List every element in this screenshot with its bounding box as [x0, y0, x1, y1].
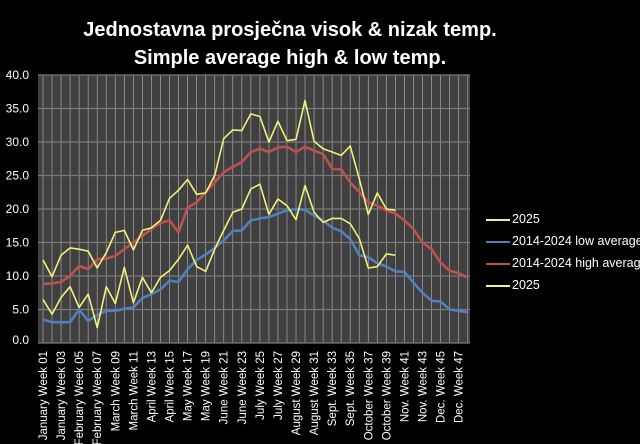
x-tick-label: February Week 07	[92, 351, 104, 444]
series-line-3	[42, 183, 396, 329]
x-tick-label: October Week 37	[363, 351, 375, 440]
legend-swatch	[486, 284, 510, 287]
series-line-2	[42, 145, 469, 286]
legend-swatch	[486, 218, 510, 221]
y-tick-label: 35.0	[6, 102, 30, 116]
legend-label: 2025	[512, 212, 540, 226]
x-tick-label: June Week 21	[219, 351, 231, 424]
y-tick-label: 30.0	[6, 135, 30, 149]
legend-label: 2014-2024 high average	[512, 256, 640, 270]
legend-item: 2014-2024 low average	[486, 234, 640, 249]
x-tick-label: January Week 03	[56, 351, 68, 440]
x-tick-label: Nov. Week 41	[399, 351, 411, 422]
legend-item: 2014-2024 high average	[486, 256, 640, 271]
x-tick-label: Sept. Week 35	[345, 351, 357, 426]
x-tick-label: April Week 13	[146, 351, 158, 422]
x-tick-label: Sept. Week 33	[327, 351, 339, 426]
x-tick-label: March Week 11	[128, 351, 140, 430]
x-tick-label: March Week 09	[110, 351, 122, 431]
y-tick-label: 20.0	[6, 202, 30, 216]
y-tick-label: 15.0	[6, 236, 30, 250]
series-line-0	[42, 99, 396, 278]
y-tick-label: 5.0	[12, 303, 29, 317]
x-tick-label: February Week 05	[74, 351, 86, 444]
x-tick-label: Dec. Week 45	[436, 351, 448, 423]
legend-item: 2025	[486, 278, 540, 293]
x-tick-label: Nov. Week 43	[418, 351, 430, 422]
x-tick-label: Dec. Week 47	[454, 351, 466, 423]
x-tick-label: June Week 23	[237, 351, 249, 424]
x-tick-label: August Week 31	[309, 351, 321, 435]
chart-title: Jednostavna prosječna visok & nizak temp…	[83, 19, 497, 41]
x-tick-label: January Week 01	[38, 351, 50, 440]
chart-subtitle: Simple average high & low temp.	[133, 47, 447, 69]
legend-swatch	[486, 262, 510, 265]
legend-label: 2025	[512, 278, 540, 292]
x-tick-label: October Week 39	[381, 351, 393, 440]
y-tick-label: 40.0	[6, 68, 30, 82]
x-tick-label: July Week 25	[255, 351, 267, 420]
legend-item: 2025	[486, 212, 540, 227]
y-tick-label: 25.0	[6, 169, 30, 183]
x-tick-label: April Week 15	[165, 351, 177, 422]
x-tick-label: May Week 17	[183, 351, 195, 421]
legend-label: 2014-2024 low average	[512, 234, 640, 248]
y-tick-label: 0.0	[12, 333, 29, 347]
legend-swatch	[486, 240, 510, 243]
x-tick-label: August Week 29	[291, 351, 303, 435]
series-line-1	[42, 207, 468, 324]
x-tick-label: May Week 19	[201, 351, 213, 421]
x-tick-label: July Week 27	[273, 351, 285, 420]
y-tick-label: 10.0	[6, 269, 30, 283]
